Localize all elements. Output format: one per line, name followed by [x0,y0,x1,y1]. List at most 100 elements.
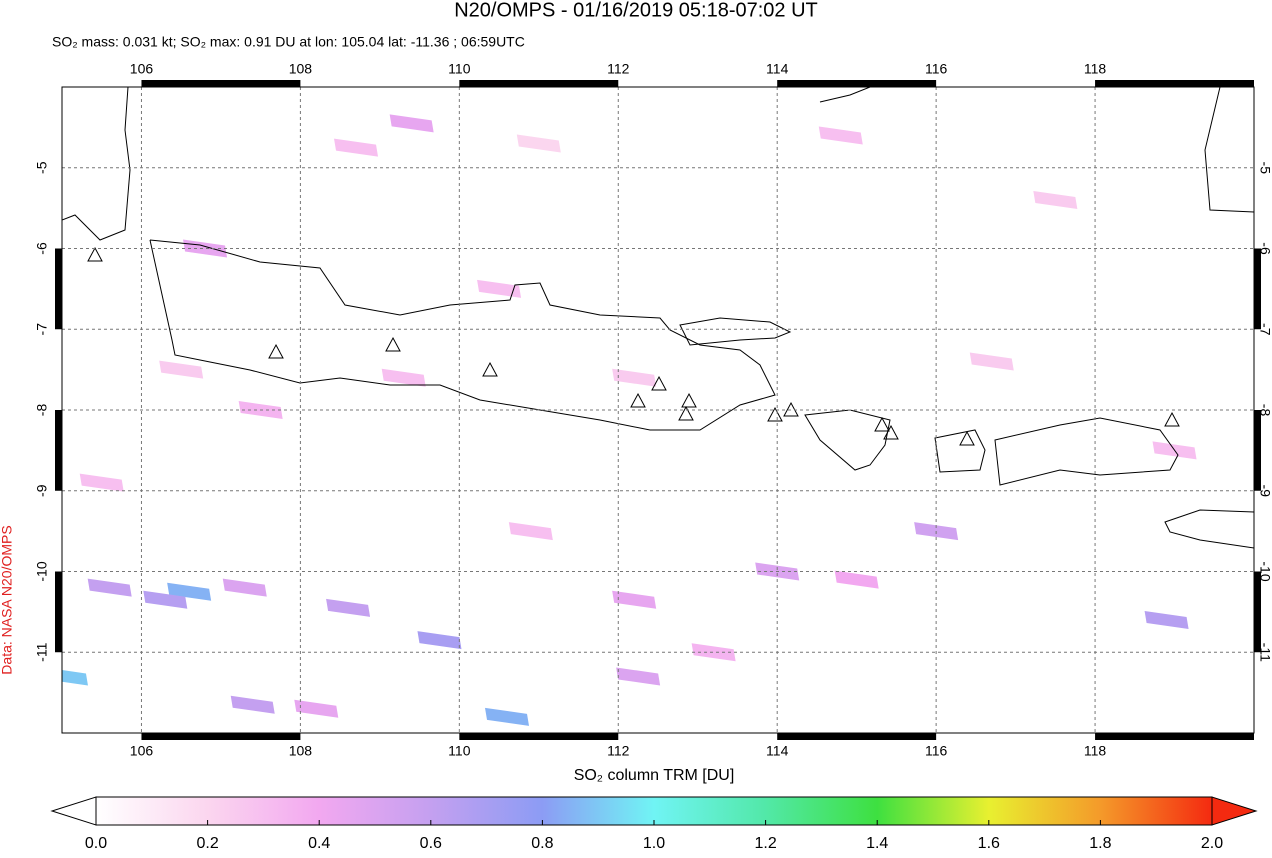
frame-bar [1254,248,1261,330]
so2-pixel [79,473,124,492]
y-tick-label-left: -10 [34,561,50,581]
x-tick-label-top: 106 [130,61,154,77]
frame-bar [777,80,937,87]
x-tick-label-bottom: 112 [607,743,630,759]
so2-pixel [969,352,1014,371]
sumatra [62,87,131,241]
y-tick-label-left: -5 [34,161,50,174]
x-tick-label-top: 116 [925,61,948,77]
volcano [883,424,899,440]
frame-bar [55,571,62,653]
credit: Data: NASA N20/OMPS [0,525,15,674]
colorbar-under [50,796,97,826]
colorbar-tick-label: 2.0 [1201,835,1223,852]
colorbar-tick-label: 1.2 [754,835,776,852]
colorbar-tick-label: 0.6 [420,835,442,852]
y-tick-label-left: -9 [34,484,50,497]
so2-pixel [1144,610,1189,629]
so2-pixel [326,598,371,617]
sulawesi [1204,87,1254,213]
y-tick-label-left: -11 [34,642,50,661]
colorbar-tick-label: 1.8 [1089,835,1111,852]
y-tick-label-left: -6 [34,242,50,255]
colorbar-tick-label: 1.6 [978,835,1000,852]
so2-pixel [294,699,339,718]
frame-bar [459,733,619,740]
y-tick-label-left: -8 [34,404,50,417]
volcano [767,406,783,422]
so2-pixel [485,707,530,726]
volcano [87,246,103,262]
so2-pixel [477,279,522,298]
so2-pixel [516,134,561,153]
so2-pixel [62,670,88,686]
so2-pixel [143,590,188,609]
frame-bar [1254,410,1261,491]
x-tick-label-top: 110 [448,61,471,77]
volcano [268,343,284,359]
y-tick-label-left: -7 [34,323,50,336]
x-tick-label-bottom: 110 [448,743,471,759]
x-tick-label-top: 118 [1084,61,1107,77]
borneo [819,87,871,103]
x-tick-label-top: 112 [607,61,630,77]
colorbar: 0.0 0.2 0.4 0.6 0.8 1.0 1.2 1.4 1.6 1.8 2.0 [50,796,1258,852]
colorbar-label: SO₂ column TRM [DU] [574,767,735,784]
so2-pixel [834,570,879,589]
frame-bar [777,733,937,740]
y-tick-label-right: -9 [1257,485,1272,498]
subtitle: SO₂ mass: 0.031 kt; SO₂ max: 0.91 DU at … [52,34,525,50]
x-tick-label-bottom: 114 [766,743,789,759]
so2-pixel [417,631,462,650]
title: N20/OMPS - 01/16/2019 05:18-07:02 UT [454,0,818,21]
so2-pixel [389,114,434,133]
bali [804,409,891,471]
volcano [1164,411,1180,427]
volcano [959,430,975,446]
frame-bar [55,248,62,330]
frame-bar [1254,571,1261,653]
so2-pixel [508,522,553,541]
frame-bar [55,410,62,491]
frame-bar [141,80,301,87]
x-tick-label-bottom: 106 [130,743,154,759]
so2-pixel [818,126,863,145]
so2-pixel [1033,191,1078,210]
volcano [678,405,694,421]
so2-pixel [159,360,204,379]
y-tick-label-right: -7 [1257,323,1272,336]
volcano [874,416,890,432]
x-tick-label-bottom: 116 [925,743,948,759]
volcano [630,392,646,408]
colorbar-tick-label: 0.2 [196,835,218,852]
java [149,239,776,431]
sumbawa [994,417,1179,486]
volcano [385,336,401,352]
sumba [1164,509,1254,549]
colorbar-over [1211,796,1258,826]
map-frame [61,86,1255,734]
frame-bar [1095,733,1254,740]
colorbar-tick-label: 1.0 [643,835,665,852]
grid: 106 106 108 108 110 110 112 112 114 114 116 116 118 1… [34,61,1272,759]
y-tick-label-right: -5 [1257,162,1272,175]
so2-pixel [222,578,267,597]
so2-pixel [612,368,657,387]
so2-pixel [230,695,275,714]
so2-pixel [612,590,657,609]
volcano [681,392,697,408]
frame-bar [141,733,301,740]
volcanoes [87,246,1180,446]
frame-bar [1095,80,1254,87]
colorbar-tick-label: 0.8 [531,835,553,852]
so2-pixel [167,582,212,601]
x-tick-label-bottom: 118 [1084,743,1107,759]
data-pixels [62,114,1197,726]
colorbar-tick-label: 1.4 [866,835,888,852]
so2-pixel [334,138,379,157]
x-tick-label-top: 108 [289,61,313,77]
madura [679,317,792,346]
volcano [651,375,667,391]
